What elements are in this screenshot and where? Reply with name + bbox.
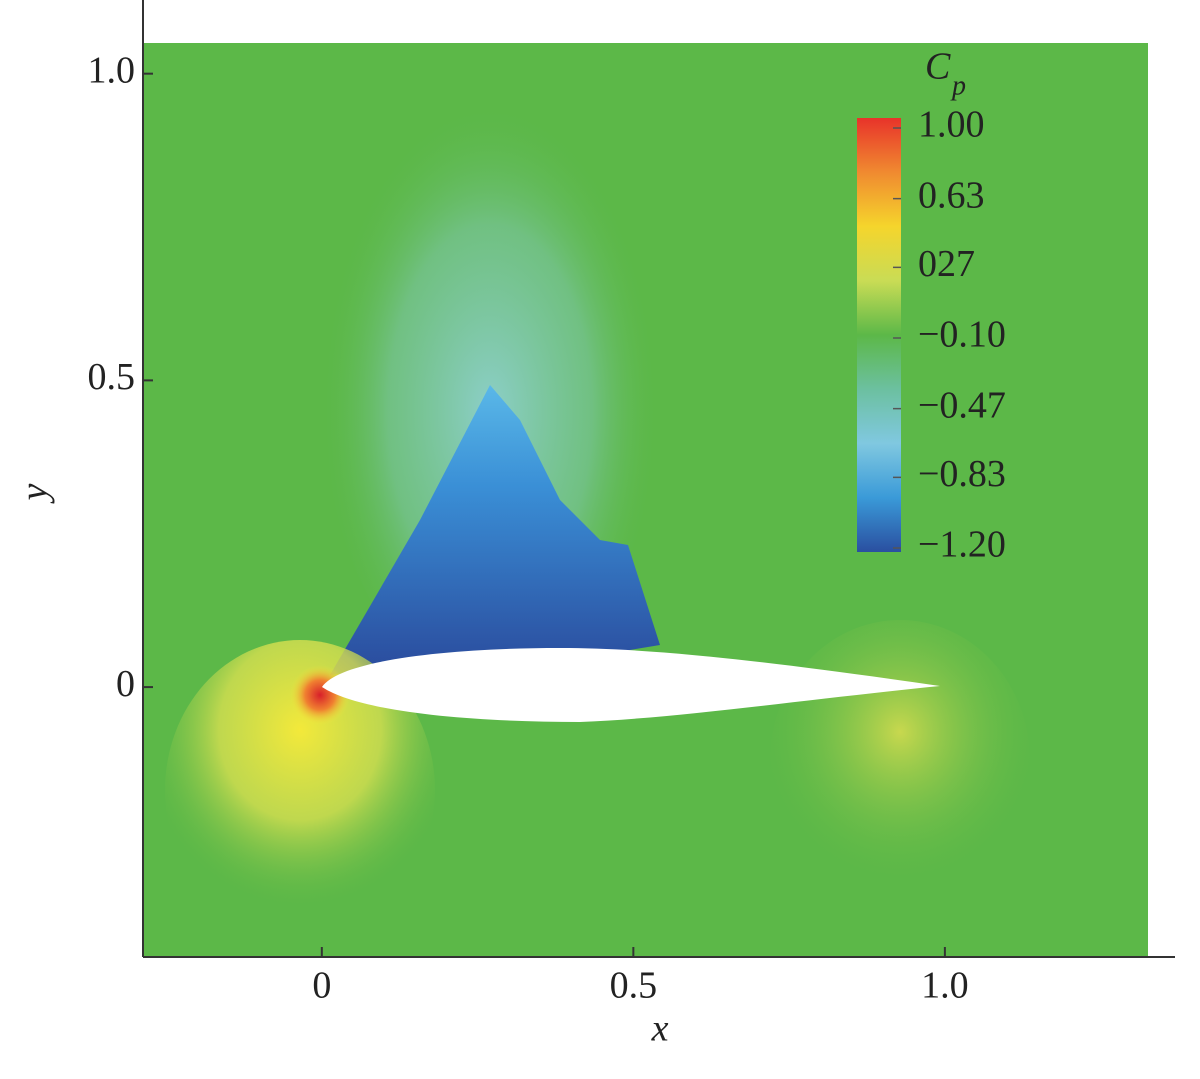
colorbar-tick-label: −0.47 xyxy=(918,384,1006,426)
x-tick-label: 0.5 xyxy=(610,965,658,1007)
colorbar-tick-label: −0.83 xyxy=(918,453,1006,495)
y-tick-label: 0.5 xyxy=(88,356,136,398)
x-axis-label: x xyxy=(651,1008,669,1050)
colorbar-tick-label: −0.10 xyxy=(918,314,1006,356)
x-tick-label: 1.0 xyxy=(921,965,969,1007)
colorbar-label-sub: p xyxy=(950,70,966,101)
colorbar-tick-label: 027 xyxy=(918,243,975,285)
field xyxy=(143,43,1148,957)
colorbar-tick-label: 1.00 xyxy=(918,104,985,146)
colorbar-tick-label: −1.20 xyxy=(918,524,1006,566)
colorbar-label: C xyxy=(925,46,951,88)
x-tick-label: 0 xyxy=(312,965,331,1007)
y-axis-label: y xyxy=(14,483,56,504)
y-tick-label: 1.0 xyxy=(88,49,136,91)
y-tick-label: 0 xyxy=(116,663,135,705)
colorbar-tick-label: 0.63 xyxy=(918,174,985,216)
colorbar xyxy=(857,118,901,552)
